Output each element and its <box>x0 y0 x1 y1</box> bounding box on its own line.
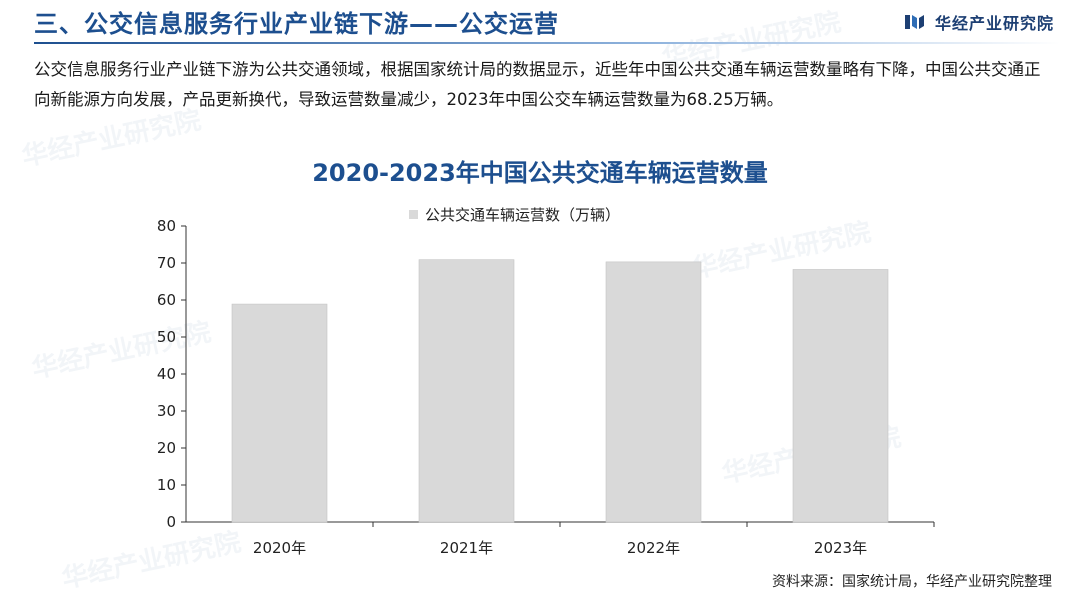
x-tick-label: 2023年 <box>814 539 867 557</box>
y-tick-label: 30 <box>157 402 176 420</box>
source-note: 资料来源：国家统计局，华经产业研究院整理 <box>772 574 1052 590</box>
bar <box>792 269 889 523</box>
logo-icon <box>904 15 924 29</box>
x-tick-label: 2020年 <box>253 539 306 557</box>
bar <box>418 259 515 523</box>
header-divider <box>34 42 1060 44</box>
legend-swatch <box>409 210 418 219</box>
y-tick-label: 40 <box>157 365 176 383</box>
intro-paragraph: 公交信息服务行业产业链下游为公共交通领域，根据国家统计局的数据显示，近些年中国公… <box>34 60 1041 109</box>
header: 三、公交信息服务行业产业链下游——公交运营 华经产业研究院 <box>0 0 1080 46</box>
page-title: 三、公交信息服务行业产业链下游——公交运营 <box>34 10 559 38</box>
y-tick-label: 50 <box>157 328 176 346</box>
chart-title: 2020-2023年中国公共交通车辆运营数量 <box>312 159 768 187</box>
y-tick-label: 0 <box>166 513 176 531</box>
legend-label: 公共交通车辆运营数（万辆） <box>425 206 621 224</box>
y-tick-label: 10 <box>157 476 176 494</box>
bar <box>605 261 702 523</box>
y-tick-label: 60 <box>157 291 176 309</box>
logo: 华经产业研究院 <box>904 10 1054 34</box>
y-tick-label: 20 <box>157 439 176 457</box>
y-tick-label: 70 <box>157 254 176 272</box>
x-tick-label: 2021年 <box>440 539 493 557</box>
chart-legend: 公共交通车辆运营数（万辆） <box>409 204 620 225</box>
bar <box>231 303 328 523</box>
x-tick-label: 2022年 <box>627 539 680 557</box>
logo-text: 华经产业研究院 <box>934 14 1054 33</box>
y-tick-label: 80 <box>157 217 176 235</box>
